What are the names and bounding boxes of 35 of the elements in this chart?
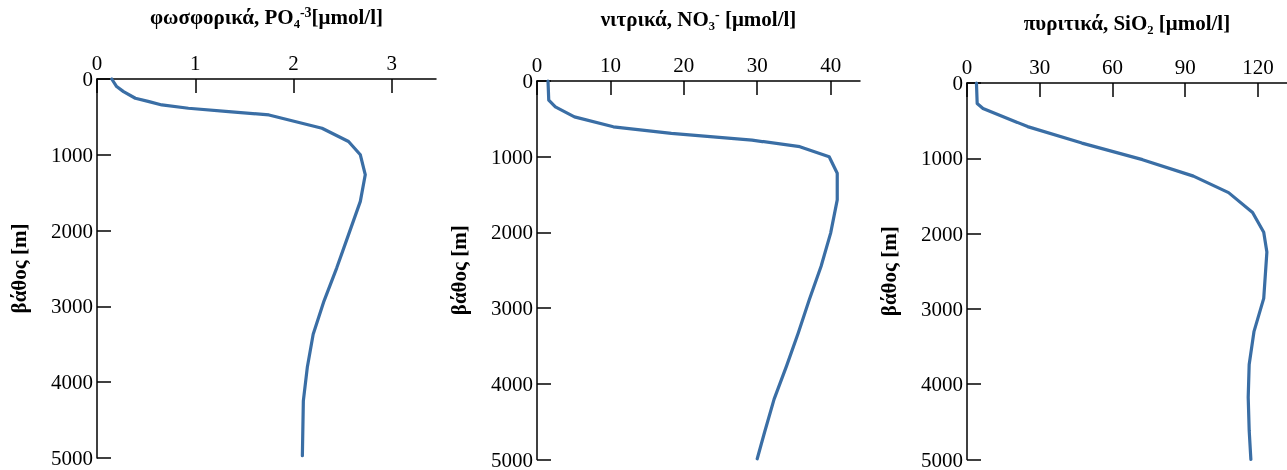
x-tick-label: 90: [1174, 54, 1196, 79]
x-tick-label: 3: [386, 50, 398, 75]
y-tick-label: 3000: [491, 296, 533, 321]
y-tick-label: 1000: [921, 146, 963, 171]
y-tick-label: 3000: [921, 296, 963, 321]
y-tick-label: 2000: [491, 220, 533, 245]
x-tick-label: 40: [820, 52, 842, 77]
y-tick-label: 4000: [921, 372, 963, 397]
x-tick-label: 20: [673, 52, 695, 77]
line-series: [110, 77, 367, 458]
y-tick-label: 3000: [51, 294, 93, 319]
x-tick-label: 120: [1242, 54, 1274, 79]
x-tick-label: 2: [288, 50, 299, 75]
y-tick-label: 0: [952, 71, 963, 95]
y-tick-label: 1000: [51, 142, 93, 167]
x-axis-title: νιτρικά, NO₃- [μmol/l]: [599, 6, 797, 31]
line-series: [546, 79, 839, 461]
y-axis-title: βάθος [m]: [876, 226, 901, 317]
y-tick-label: 5000: [921, 447, 963, 470]
x-tick-label: 30: [1029, 54, 1051, 79]
y-axis-title: βάθος [m]: [446, 225, 471, 316]
y-tick-label: 5000: [51, 446, 93, 470]
y-tick-label: 5000: [491, 447, 533, 470]
y-tick-label: 2000: [921, 221, 963, 246]
y-axis-title: βάθος [m]: [6, 223, 31, 314]
y-tick-label: 4000: [491, 371, 533, 396]
y-tick-label: 1000: [491, 144, 533, 169]
x-tick-label: 1: [190, 50, 201, 75]
line-series: [974, 81, 1269, 462]
x-tick-label: 30: [746, 52, 768, 77]
y-tick-label: 2000: [51, 218, 93, 243]
x-axis-title: πυριτικά, SiO₂ [μmol/l]: [1023, 10, 1231, 35]
x-tick-label: 10: [599, 52, 621, 77]
y-tick-label: 4000: [51, 370, 93, 395]
x-tick-label: 60: [1101, 54, 1123, 79]
